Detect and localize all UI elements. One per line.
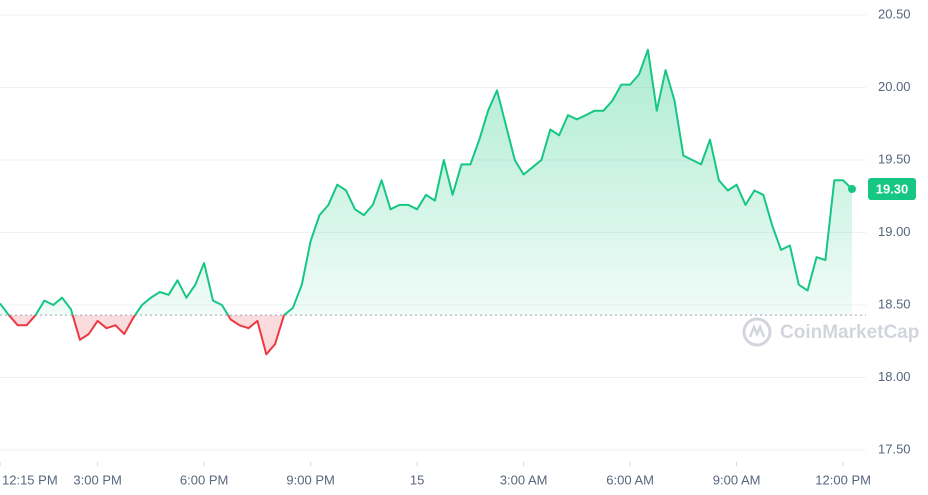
y-tick-label: 19.00: [878, 224, 911, 239]
x-tick-label: 9:00 AM: [713, 472, 761, 487]
y-tick-label: 17.50: [878, 441, 911, 456]
x-tick-label: 6:00 AM: [606, 472, 654, 487]
x-tick-label: 15: [410, 472, 424, 487]
y-tick-label: 20.00: [878, 79, 911, 94]
area-up: [0, 49, 852, 316]
last-point: [848, 185, 856, 193]
y-tick-label: 18.00: [878, 369, 911, 384]
price-line-up: [0, 48, 853, 316]
x-tick-label: 12:00 PM: [815, 472, 871, 487]
y-tick-label: 19.50: [878, 151, 911, 166]
y-tick-label: 18.50: [878, 296, 911, 311]
x-tick-label: 3:00 PM: [73, 472, 121, 487]
y-tick-label: 20.50: [878, 6, 911, 21]
price-tag: [868, 178, 916, 200]
watermark-text: CoinMarketCap: [780, 322, 919, 343]
watermark: CoinMarketCap: [742, 317, 919, 347]
x-tick-label: 6:00 PM: [180, 472, 228, 487]
x-tick-label: 12:15 PM: [2, 472, 58, 487]
x-tick-label: 9:00 PM: [286, 472, 334, 487]
area-down: [0, 315, 852, 355]
price-tag-label: 19.30: [876, 181, 909, 196]
x-tick-label: 3:00 AM: [500, 472, 548, 487]
